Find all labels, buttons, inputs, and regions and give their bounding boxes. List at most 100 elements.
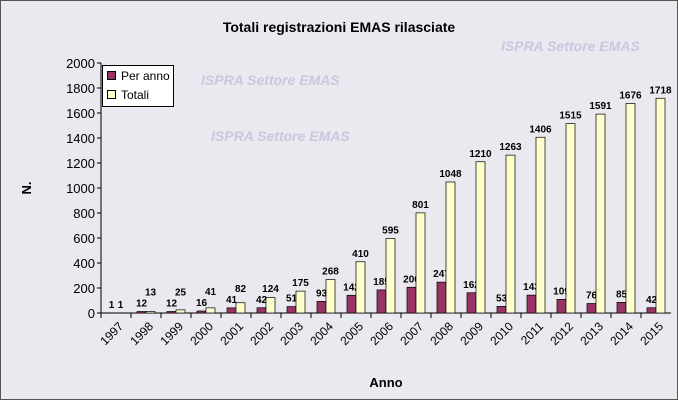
- x-tick-label: 2003: [277, 319, 306, 348]
- bar-totali: [445, 181, 456, 314]
- data-label: 801: [412, 200, 429, 211]
- watermark: ISPRA Settore EMAS: [211, 128, 350, 144]
- bar-per-anno: [466, 292, 477, 314]
- data-label: 162: [463, 280, 480, 291]
- data-label: 185: [373, 277, 390, 288]
- x-tick-label: 2007: [397, 319, 426, 348]
- x-tick-label: 1999: [157, 319, 186, 348]
- data-label: 82: [235, 284, 247, 295]
- y-tick-label: 1400: [66, 131, 95, 146]
- data-label: 12: [166, 299, 178, 310]
- bar-totali: [655, 97, 666, 314]
- bar-per-anno: [256, 307, 267, 314]
- x-tick-label: 2015: [637, 319, 666, 348]
- data-label: 124: [262, 284, 279, 295]
- data-label: 1676: [619, 91, 642, 102]
- x-tick-label: 2005: [337, 319, 366, 348]
- y-tick-label: 1200: [66, 156, 95, 171]
- watermark: ISPRA Settore EMAS: [201, 72, 340, 88]
- data-label: 268: [322, 267, 339, 278]
- data-label: 143: [523, 282, 540, 293]
- legend-swatch: [107, 71, 116, 80]
- data-label: 13: [145, 288, 157, 299]
- bar-totali: [415, 212, 426, 314]
- data-label: 1210: [469, 149, 492, 160]
- bar-totali: [625, 103, 636, 314]
- y-tick-label: 800: [73, 206, 95, 221]
- legend: Per anno Totali: [102, 65, 174, 107]
- bar-totali: [475, 161, 486, 314]
- x-tick-label: 2004: [307, 319, 336, 348]
- bar-per-anno: [646, 307, 657, 314]
- bar-per-anno: [376, 289, 387, 314]
- y-tick-label: 1600: [66, 106, 95, 121]
- data-label: 1591: [589, 101, 612, 112]
- bar-totali: [325, 279, 336, 314]
- bar-per-anno: [436, 281, 447, 314]
- legend-swatch: [107, 90, 116, 99]
- bar-per-anno: [286, 306, 297, 314]
- x-tick-label: 2012: [547, 319, 576, 348]
- x-tick-label: 2011: [518, 319, 546, 347]
- data-label: 93: [316, 288, 328, 299]
- y-axis-label: N.: [19, 182, 34, 195]
- data-label: 53: [496, 293, 508, 304]
- data-label: 1515: [559, 111, 582, 122]
- y-tick-label: 400: [73, 256, 95, 271]
- legend-label: Per anno: [121, 68, 170, 83]
- x-tick-label: 2001: [217, 319, 246, 348]
- data-label: 12: [136, 299, 148, 310]
- bar-per-anno: [136, 311, 147, 314]
- bar-per-anno: [226, 307, 237, 314]
- bar-per-anno: [616, 302, 627, 314]
- bar-totali: [385, 238, 396, 314]
- bar-totali: [265, 297, 276, 314]
- bar-per-anno: [586, 303, 597, 314]
- watermark: ISPRA Settore EMAS: [501, 38, 640, 54]
- data-label: 595: [382, 226, 399, 237]
- data-label: 142: [343, 282, 360, 293]
- data-label: 1263: [499, 142, 522, 153]
- bar-totali: [235, 302, 246, 314]
- data-label: 247: [433, 269, 450, 280]
- bar-totali: [295, 290, 306, 314]
- data-label: 51: [286, 294, 298, 305]
- y-tick-label: 600: [73, 231, 95, 246]
- bar-per-anno: [346, 294, 357, 314]
- legend-item-per-anno: Per anno: [103, 66, 173, 85]
- x-axis-label: Anno: [369, 375, 402, 390]
- bar-per-anno: [406, 286, 417, 314]
- bar-totali: [595, 113, 606, 314]
- bar-totali: [565, 123, 576, 314]
- bar-per-anno: [166, 311, 177, 314]
- data-label: 1: [118, 300, 124, 311]
- data-label: 16: [196, 298, 208, 309]
- bar-totali: [145, 311, 156, 314]
- x-tick-label: 2002: [247, 319, 276, 348]
- legend-label: Totali: [121, 87, 150, 102]
- data-label: 1: [109, 300, 115, 311]
- data-label: 206: [403, 274, 420, 285]
- data-label: 41: [205, 287, 217, 298]
- x-tick-label: 2013: [577, 319, 606, 348]
- x-tick-label: 2009: [457, 319, 486, 348]
- bar-totali: [205, 307, 216, 314]
- y-tick-label: 0: [88, 306, 95, 321]
- data-label: 1718: [649, 85, 672, 96]
- bar-per-anno: [526, 294, 537, 314]
- data-label: 109: [553, 286, 570, 297]
- data-label: 41: [226, 295, 238, 306]
- bar-totali: [175, 309, 186, 314]
- y-tick-label: 1000: [66, 181, 95, 196]
- bar-totali: [505, 154, 516, 314]
- data-label: 85: [616, 289, 628, 300]
- bar-totali: [535, 136, 546, 314]
- data-label: 1048: [439, 169, 462, 180]
- x-tick-label: 1998: [127, 319, 156, 348]
- y-tick-label: 200: [73, 281, 95, 296]
- legend-item-totali: Totali: [103, 85, 173, 104]
- data-label: 42: [646, 295, 658, 306]
- data-label: 25: [175, 288, 187, 299]
